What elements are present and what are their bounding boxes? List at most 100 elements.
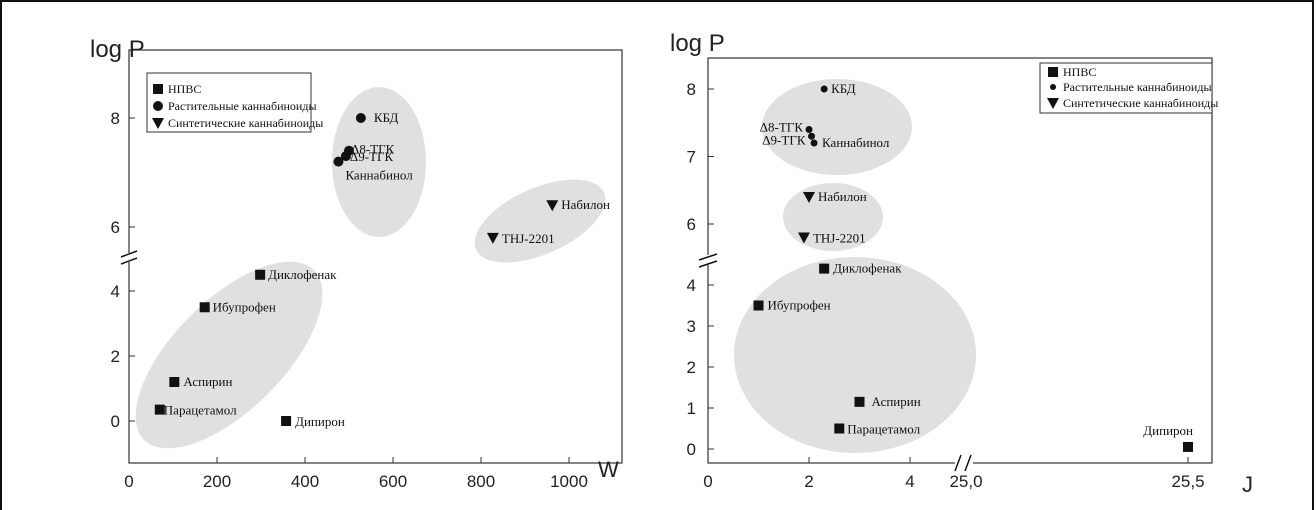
point-аспирин bbox=[169, 377, 180, 387]
y-tick-label: 2 bbox=[111, 347, 120, 366]
point-9-тгк bbox=[808, 132, 816, 140]
y-tick-label: 4 bbox=[111, 282, 120, 301]
point-label: Δ8-ТГК bbox=[351, 142, 395, 157]
point-label: Каннабинол bbox=[822, 135, 890, 150]
point-label: Диклофенак bbox=[833, 261, 902, 276]
cluster-plant-cannabinoids bbox=[332, 87, 426, 237]
x-tick-label: 4 bbox=[905, 472, 914, 491]
x-axis-label: W bbox=[598, 457, 619, 482]
point-label: Каннабинол bbox=[345, 168, 413, 183]
point-label: Дипирон bbox=[1143, 423, 1193, 438]
cluster-nsaids bbox=[135, 261, 323, 449]
y-axis-break-mark bbox=[120, 257, 138, 265]
legend-box bbox=[146, 72, 312, 133]
cluster-nsaids bbox=[734, 257, 976, 453]
point-label: КБД bbox=[831, 81, 856, 96]
legend-label: НПВС bbox=[1063, 65, 1096, 79]
x-tick-label: 2 bbox=[804, 472, 813, 491]
point-thj-2201 bbox=[486, 232, 499, 244]
y-tick-label: 8 bbox=[687, 80, 696, 99]
y-axis-break-mark bbox=[698, 260, 718, 268]
y-axis-break-gap bbox=[699, 255, 717, 265]
point-ибупрофен bbox=[199, 302, 210, 313]
x-tick-label: 0 bbox=[703, 472, 712, 491]
point-9-тгк bbox=[340, 151, 351, 162]
point-аспирин bbox=[854, 396, 865, 407]
point-набилон bbox=[546, 200, 559, 212]
y-tick-label: 4 bbox=[687, 276, 696, 295]
legend-label: НПВС bbox=[168, 82, 201, 96]
legend-label: Растительные каннабиноиды bbox=[168, 99, 317, 113]
point-каннабинол bbox=[810, 139, 818, 147]
cluster-plant-cannabinoids bbox=[762, 79, 912, 175]
y-tick-label: 3 bbox=[687, 317, 696, 336]
y-axis-break-mark bbox=[698, 253, 718, 261]
y-tick-label: 7 bbox=[687, 148, 696, 167]
y-tick-label: 8 bbox=[111, 109, 120, 128]
y-tick-label: 0 bbox=[687, 440, 696, 459]
point-label: THJ-2201 bbox=[813, 231, 866, 246]
legend-marker bbox=[153, 101, 163, 111]
point-label: Дипирон bbox=[295, 414, 345, 429]
x-tick-label: 600 bbox=[379, 472, 407, 491]
point-набилон bbox=[803, 192, 815, 203]
legend-box bbox=[1039, 62, 1213, 114]
y-axis-label: log P bbox=[670, 30, 725, 57]
point-label: Ибупрофен bbox=[213, 299, 276, 314]
point-label: Δ9-ТГК bbox=[762, 132, 806, 147]
point-диклофенак bbox=[255, 269, 266, 280]
point-диклофенак bbox=[819, 263, 830, 274]
point-label: Δ8-ТГК bbox=[760, 120, 804, 135]
point-ибупрофен bbox=[753, 300, 764, 311]
legend-marker bbox=[1048, 67, 1058, 77]
legend-marker bbox=[1047, 98, 1059, 109]
point-label: Парацетамол bbox=[847, 422, 920, 437]
x-axis-label: J bbox=[1242, 472, 1253, 497]
x-tick-label: 200 bbox=[203, 472, 231, 491]
x-axis-break-mark bbox=[954, 454, 962, 472]
x-tick-label: 25,0 bbox=[949, 472, 982, 491]
point-label: THJ-2201 bbox=[502, 231, 555, 246]
y-tick-label: 6 bbox=[687, 215, 696, 234]
point-парацетамол bbox=[834, 423, 845, 434]
cluster-synthetic-cannabinoids bbox=[474, 179, 606, 263]
legend-marker bbox=[153, 84, 163, 94]
point-label: Аспирин bbox=[183, 374, 232, 389]
point-label: Набилон bbox=[818, 189, 867, 204]
x-tick-label: 800 bbox=[467, 472, 495, 491]
legend-label: Растительные каннабиноиды bbox=[1063, 80, 1212, 94]
y-tick-label: 1 bbox=[687, 399, 696, 418]
point-дипирон bbox=[281, 416, 292, 426]
point-каннабинол bbox=[333, 156, 344, 167]
legend-marker bbox=[152, 118, 164, 129]
point-label: Набилон bbox=[561, 197, 610, 212]
x-tick-label: 0 bbox=[124, 472, 133, 491]
point-label: Δ9-ТГК bbox=[350, 149, 394, 164]
point-8-тгк bbox=[805, 126, 813, 133]
legend-label: Синтетические каннабиноиды bbox=[168, 116, 323, 130]
y-axis-break-mark bbox=[120, 250, 138, 258]
point-парацетамол bbox=[154, 404, 165, 415]
legend-marker bbox=[1050, 84, 1056, 90]
y-axis-break-gap bbox=[121, 253, 137, 262]
legend-label: Синтетические каннабиноиды bbox=[1063, 96, 1218, 110]
point-кбд bbox=[355, 113, 366, 123]
y-tick-label: 0 bbox=[111, 412, 120, 431]
y-tick-label: 6 bbox=[111, 218, 120, 237]
x-tick-label: 25,5 bbox=[1171, 472, 1204, 491]
x-tick-label: 1000 bbox=[550, 472, 588, 491]
x-tick-label: 400 bbox=[291, 472, 319, 491]
point-label: Аспирин bbox=[872, 394, 921, 409]
point-label: Диклофенак bbox=[268, 267, 337, 282]
y-axis-label: log P bbox=[90, 36, 145, 63]
point-кбд bbox=[820, 85, 828, 93]
point-thj-2201 bbox=[797, 232, 810, 244]
y-tick-label: 2 bbox=[687, 358, 696, 377]
point-дипирон bbox=[1183, 441, 1193, 452]
point-label: Парацетамол bbox=[164, 403, 237, 418]
x-axis-break-mark bbox=[964, 454, 972, 472]
point-label: Ибупрофен bbox=[768, 298, 831, 313]
